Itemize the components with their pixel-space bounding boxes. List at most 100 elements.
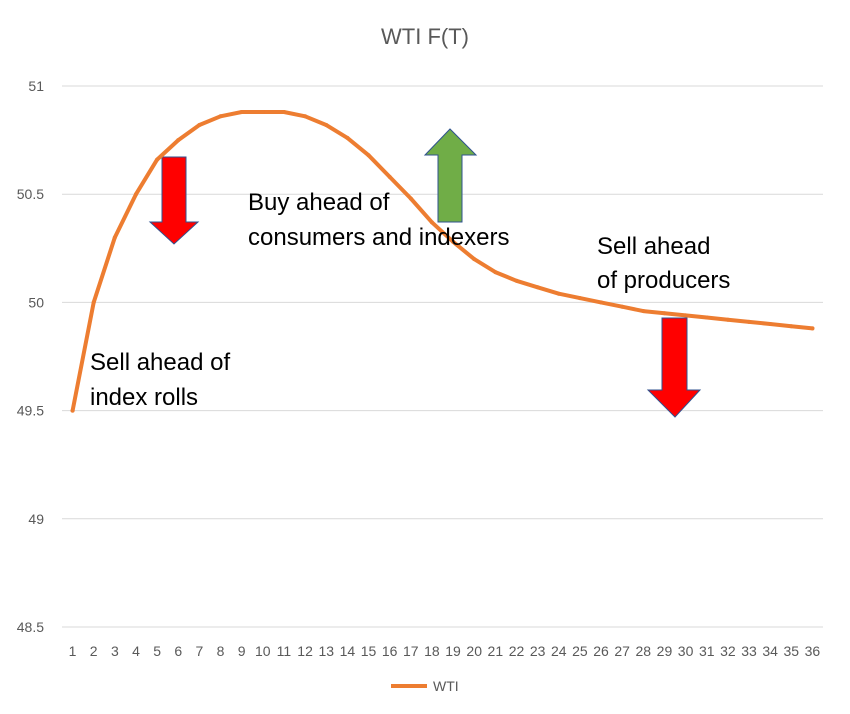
annotation-consumers: Buy ahead of consumers and indexers xyxy=(248,189,509,251)
annotation-producers-line-2: of producers xyxy=(597,267,730,294)
y-tick-label: 50.5 xyxy=(17,186,44,202)
x-tick-label: 31 xyxy=(699,643,715,659)
series-points xyxy=(70,109,815,413)
x-tick-label: 10 xyxy=(255,643,271,659)
data-point xyxy=(70,408,75,413)
annotation-consumers-line-1: Buy ahead of xyxy=(248,189,390,216)
x-tick-label: 17 xyxy=(403,643,419,659)
y-tick-label: 49 xyxy=(28,511,44,527)
data-point xyxy=(810,326,815,331)
data-point xyxy=(747,319,752,324)
data-point xyxy=(281,109,286,114)
x-axis-ticks: 1 2 3 4 5 6 7 8 9 10 11 12 13 14 15 16 17 18 19 20 21 22 23 24 2… xyxy=(69,643,821,659)
annotation-producers: Sell ahead of producers xyxy=(597,233,730,294)
data-point xyxy=(155,157,160,162)
annotation-producers-line-1: Sell ahead xyxy=(597,233,710,260)
x-tick-label: 33 xyxy=(741,643,757,659)
x-tick-label: 8 xyxy=(217,643,225,659)
data-point xyxy=(683,313,688,318)
data-point xyxy=(239,109,244,114)
up-arrow xyxy=(423,128,478,223)
x-tick-label: 25 xyxy=(572,643,588,659)
annotation-index-rolls-line-2: index rolls xyxy=(90,384,198,411)
data-point xyxy=(493,270,498,275)
y-tick-label: 49.5 xyxy=(17,403,44,419)
y-tick-label: 48.5 xyxy=(17,619,44,635)
x-tick-label: 6 xyxy=(174,643,182,659)
x-tick-label: 7 xyxy=(196,643,204,659)
x-tick-label: 4 xyxy=(132,643,140,659)
data-point xyxy=(599,300,604,305)
x-tick-label: 21 xyxy=(488,643,504,659)
data-point xyxy=(620,304,625,309)
data-point xyxy=(260,109,265,114)
x-tick-label: 9 xyxy=(238,643,246,659)
x-tick-label: 20 xyxy=(466,643,482,659)
data-point xyxy=(218,114,223,119)
x-tick-label: 18 xyxy=(424,643,440,659)
x-tick-label: 34 xyxy=(762,643,778,659)
x-tick-label: 28 xyxy=(636,643,652,659)
data-point xyxy=(556,291,561,296)
data-point xyxy=(535,285,540,290)
data-point xyxy=(366,153,371,158)
x-tick-label: 3 xyxy=(111,643,119,659)
x-tick-label: 27 xyxy=(614,643,630,659)
data-point xyxy=(91,300,96,305)
down-arrow-left xyxy=(148,156,200,245)
legend: WTI xyxy=(391,678,459,694)
y-tick-label: 50 xyxy=(28,294,44,310)
x-tick-label: 5 xyxy=(153,643,161,659)
data-point xyxy=(324,122,329,127)
x-tick-label: 36 xyxy=(805,643,821,659)
x-tick-label: 13 xyxy=(318,643,334,659)
down-arrow-right xyxy=(646,317,702,418)
annotation-consumers-line-2: consumers and indexers xyxy=(248,224,509,251)
data-point xyxy=(577,296,582,301)
data-point xyxy=(725,317,730,322)
x-tick-label: 11 xyxy=(277,643,292,659)
x-tick-label: 35 xyxy=(784,643,800,659)
data-point xyxy=(133,192,138,197)
data-point xyxy=(345,135,350,140)
data-point xyxy=(789,324,794,329)
x-tick-label: 14 xyxy=(340,643,356,659)
data-point xyxy=(451,239,456,244)
x-tick-label: 23 xyxy=(530,643,546,659)
arrows xyxy=(148,128,702,418)
data-point xyxy=(197,122,202,127)
annotation-index-rolls: Sell ahead of index rolls xyxy=(90,349,237,411)
x-tick-label: 12 xyxy=(297,643,313,659)
data-point xyxy=(429,220,434,225)
x-tick-label: 15 xyxy=(361,643,377,659)
data-point xyxy=(662,311,667,316)
x-tick-label: 30 xyxy=(678,643,694,659)
chart-title: WTI F(T) xyxy=(381,24,469,49)
x-tick-label: 32 xyxy=(720,643,736,659)
data-point xyxy=(387,174,392,179)
x-tick-label: 1 xyxy=(69,643,77,659)
annotation-index-rolls-line-1: Sell ahead of xyxy=(90,349,230,376)
series-line-wti xyxy=(70,110,815,413)
data-point xyxy=(641,309,646,314)
data-point xyxy=(768,322,773,327)
x-tick-label: 19 xyxy=(445,643,461,659)
x-tick-label: 16 xyxy=(382,643,398,659)
legend-label-wti: WTI xyxy=(433,678,459,694)
x-tick-label: 2 xyxy=(90,643,98,659)
x-tick-label: 29 xyxy=(657,643,673,659)
y-tick-label: 51 xyxy=(28,78,44,94)
annotations: Sell ahead of index rolls Buy ahead of c… xyxy=(90,189,730,411)
data-point xyxy=(514,278,519,283)
data-point xyxy=(472,257,477,262)
data-point xyxy=(704,315,709,320)
data-point xyxy=(303,114,308,119)
x-tick-label: 26 xyxy=(593,643,609,659)
x-tick-label: 24 xyxy=(551,643,567,659)
data-point xyxy=(408,196,413,201)
data-point xyxy=(112,235,117,240)
data-point xyxy=(176,138,181,143)
x-tick-label: 22 xyxy=(509,643,525,659)
y-axis-ticks: 48.5 49 49.5 50 50.5 51 xyxy=(17,78,44,635)
